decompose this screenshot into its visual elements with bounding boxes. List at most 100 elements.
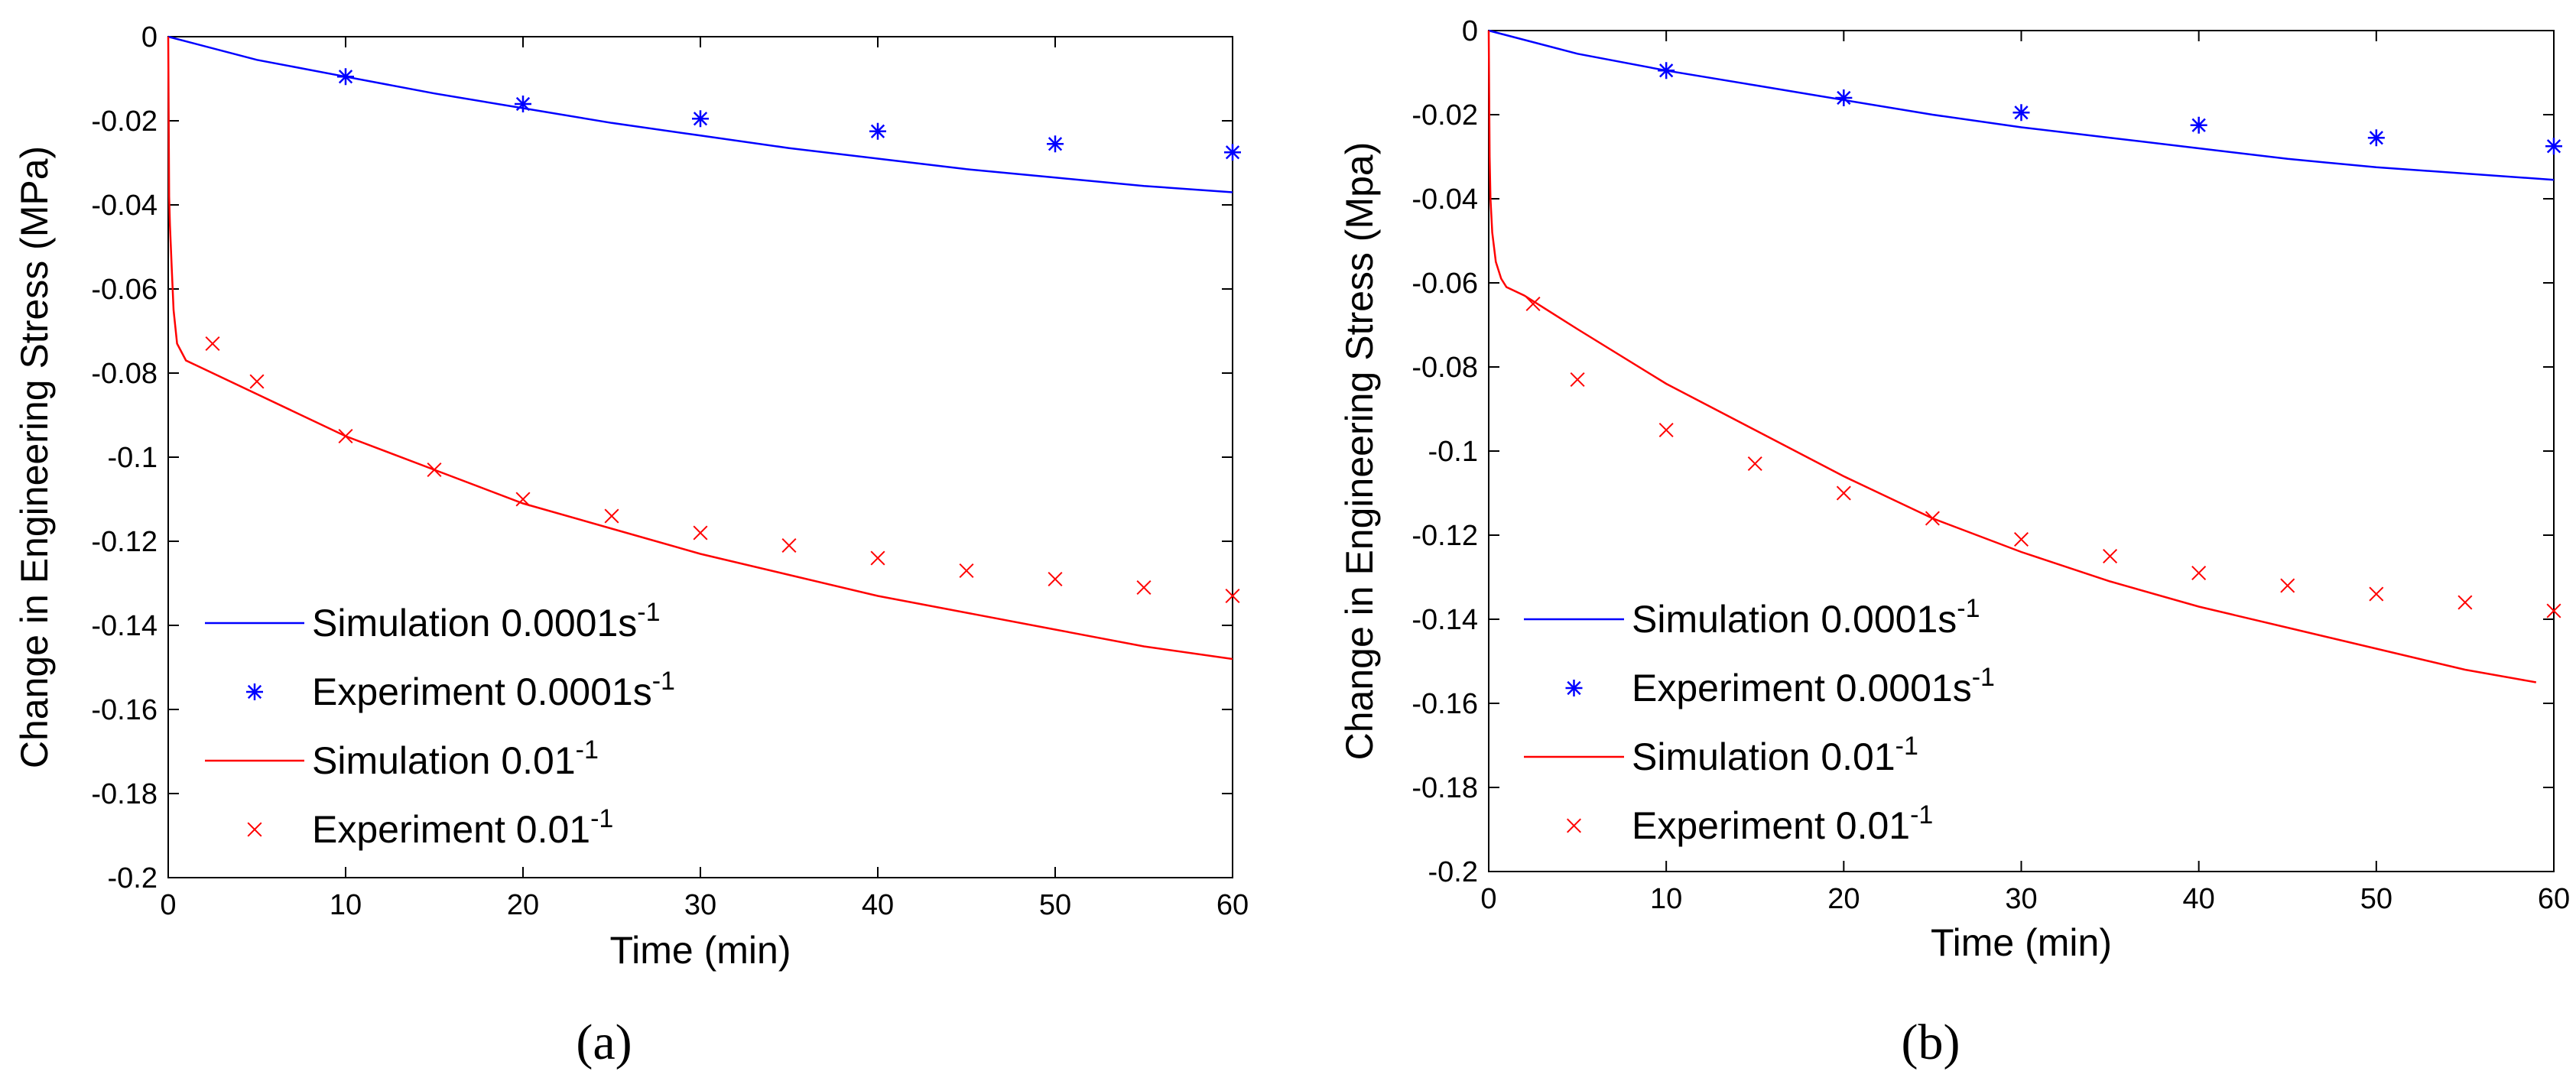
y-axis-label: Change in Engineering Stress (Mpa) [1338, 142, 1381, 761]
y-tick-label: -0.18 [91, 778, 158, 810]
y-tick-label: -0.16 [91, 694, 158, 726]
y-tick-label: -0.08 [91, 358, 158, 390]
y-tick-label: -0.14 [91, 610, 158, 642]
data-point-asterisk [2545, 138, 2562, 155]
legend-marker-swatch [246, 683, 263, 700]
y-tick-label: 0 [141, 21, 158, 54]
x-tick-label: 50 [1039, 889, 1071, 921]
series-line-red [1487, 30, 2537, 683]
y-tick-label: -0.16 [1411, 688, 1478, 720]
legend-marker-swatch [1565, 680, 1583, 696]
data-point-x [693, 525, 708, 540]
legend: Simulation 0.0001s-1 Experiment 0.0001s-1… [205, 598, 675, 851]
data-point-asterisk [2012, 104, 2030, 122]
y-tick-label: -0.02 [1411, 99, 1478, 131]
y-tick-label: -0.08 [1411, 352, 1478, 384]
legend-label: Simulation 0.0001s-1 [1632, 594, 1980, 641]
y-tick-label: -0.04 [91, 190, 158, 222]
legend-entry: Experiment 0.0001s-1 [246, 667, 675, 713]
x-tick-label: 20 [1827, 883, 1860, 915]
panel-b: 0 10 20 30 40 50 60 0 -0.02 -0.04 -0.06 -0.08 -0.1 -0… [1338, 15, 2570, 964]
legend-superscript: -1 [1910, 800, 1933, 829]
data-point-x [1048, 571, 1063, 587]
x-tick-label: 30 [684, 889, 716, 921]
legend-label: Simulation 0.0001s-1 [312, 598, 661, 644]
series-line-red [167, 36, 1233, 661]
data-point-asterisk [1658, 62, 1675, 80]
legend-superscript: -1 [1895, 732, 1918, 761]
legend-superscript: -1 [1957, 594, 1980, 623]
data-point-x [427, 462, 442, 478]
y-tick-label: -0.04 [1411, 183, 1478, 216]
x-tick-label: 10 [1650, 883, 1682, 915]
data-point-x [2369, 586, 2384, 602]
x-tick-label: 60 [1217, 889, 1249, 921]
x-tick-label: 0 [160, 889, 176, 921]
legend-superscript: -1 [637, 598, 660, 627]
data-point-x [781, 537, 797, 553]
data-point-x [2013, 531, 2029, 547]
legend-entry: Simulation 0.01-1 [205, 735, 599, 782]
y-tick-label: 0 [1462, 15, 1478, 47]
y-tick-label: -0.1 [108, 442, 158, 474]
data-point-asterisk [2367, 129, 2385, 147]
data-point-asterisk [1047, 135, 1064, 153]
legend-label: Experiment 0.0001s-1 [1632, 663, 1995, 709]
data-point-x [1570, 372, 1585, 388]
data-point-x [1747, 456, 1762, 472]
legend-label: Experiment 0.01-1 [312, 804, 613, 851]
legend-entry: Experiment 0.01-1 [247, 804, 613, 851]
y-tick-label: -0.12 [1411, 520, 1478, 552]
y-tick-label: -0.18 [1411, 772, 1478, 804]
x-tick-label: 50 [2360, 883, 2392, 915]
data-point-x [2280, 578, 2295, 593]
x-tick-label: 10 [330, 889, 362, 921]
data-point-asterisk [1835, 89, 1853, 106]
caption-b: (b) [1902, 1014, 1960, 1070]
x-axis-label: Time (min) [609, 929, 791, 972]
data-point-x [515, 492, 531, 507]
y-tick-label: -0.1 [1428, 436, 1478, 468]
y-tick-label: -0.12 [91, 526, 158, 558]
data-point-x [249, 374, 265, 389]
data-point-x [205, 336, 220, 352]
data-point-x [2191, 565, 2207, 581]
data-point-asterisk [1224, 144, 1241, 161]
data-point-x [870, 550, 885, 566]
data-point-x [2103, 548, 2118, 564]
data-point-x [1136, 579, 1152, 596]
legend-entry: Simulation 0.0001s-1 [1524, 594, 1980, 641]
legend-entry: Experiment 0.0001s-1 [1565, 663, 1995, 709]
legend-marker-swatch [1566, 818, 1582, 833]
data-point-x [1658, 422, 1674, 438]
caption-a: (a) [576, 1014, 632, 1070]
legend-label: Simulation 0.01-1 [1632, 732, 1918, 778]
data-point-x [959, 563, 974, 579]
legend-superscript: -1 [1972, 663, 1995, 692]
data-point-x [604, 508, 619, 524]
data-point-x [2457, 595, 2473, 610]
y-tick-label: -0.2 [1428, 856, 1478, 888]
y-tick-label: -0.2 [108, 862, 158, 894]
legend-marker-swatch [247, 822, 262, 837]
data-point-x [1225, 588, 1240, 604]
y-tick-label: -0.02 [91, 106, 158, 138]
data-point-x [1925, 511, 1940, 526]
x-tick-label: 0 [1480, 883, 1496, 915]
data-point-asterisk [692, 110, 709, 128]
y-axis-label: Change in Engineering Stress (MPa) [13, 146, 56, 768]
legend-label: Experiment 0.0001s-1 [312, 667, 675, 713]
data-point-x [1525, 296, 1541, 312]
data-point-asterisk [869, 122, 886, 140]
legend-superscript: -1 [652, 667, 675, 696]
y-tick-label: -0.14 [1411, 604, 1478, 636]
legend-entry: Simulation 0.01-1 [1524, 732, 1918, 778]
legend-label: Experiment 0.01-1 [1632, 800, 1933, 847]
legend-superscript: -1 [590, 804, 613, 833]
panel-a: 0 10 20 30 40 50 60 0 -0.02 -0.04 -0.06 -0.08 -0.1 -0… [13, 21, 1249, 972]
legend-entry: Simulation 0.0001s-1 [205, 598, 661, 644]
x-tick-label: 60 [2538, 883, 2570, 915]
x-tick-label: 20 [507, 889, 539, 921]
legend-label: Simulation 0.01-1 [312, 735, 599, 782]
